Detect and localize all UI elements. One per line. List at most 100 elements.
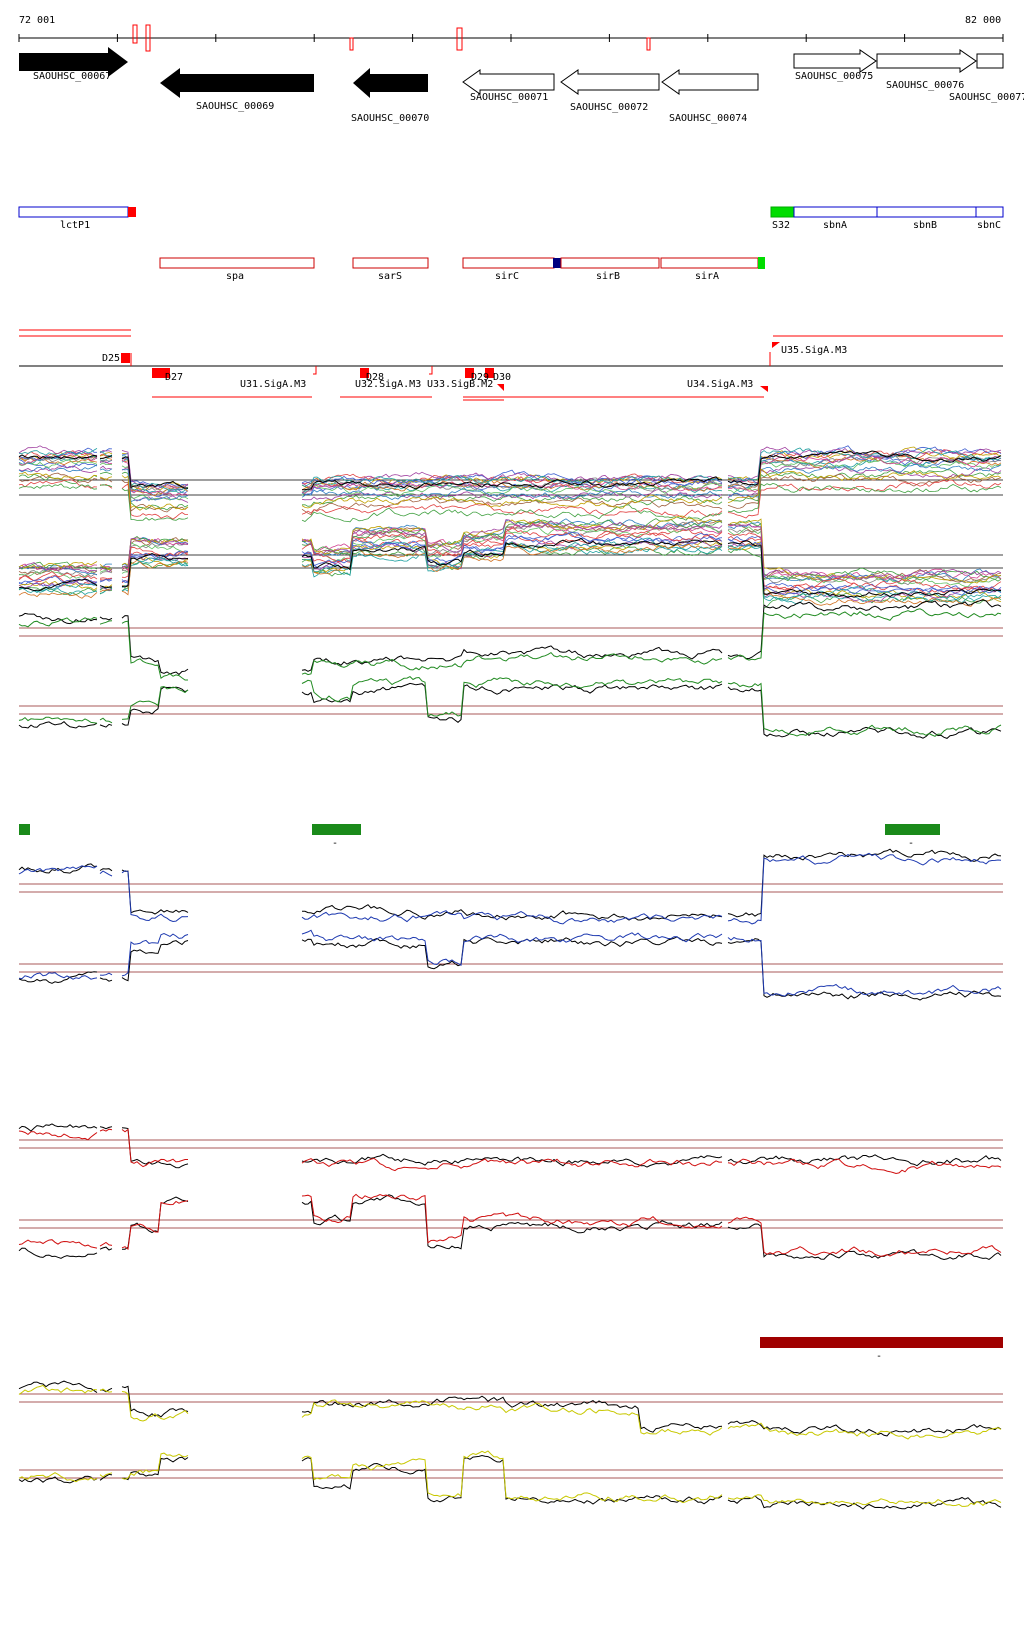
operon-sarS[interactable]: [352, 257, 429, 269]
ruler-ticks: [18, 34, 1004, 42]
operon-label: sbnA: [823, 220, 847, 231]
coordinate-ruler: 72 001 82 000: [18, 15, 1004, 52]
expression-trace: [18, 519, 1002, 581]
expression-trace: [18, 848, 1002, 921]
region-marker: -: [876, 1351, 882, 1362]
expression-trace: [18, 936, 1002, 1001]
gene-label: SAOUHSC_00067: [33, 71, 111, 82]
operon-label: sirB: [596, 271, 620, 282]
expression-trace: [18, 524, 1002, 588]
expression-trace: [18, 1194, 1002, 1261]
expression-trace: [18, 1450, 1002, 1507]
expression-trace: [18, 852, 1002, 925]
gene-label: SAOUHSC_00076: [886, 80, 964, 91]
operon-sbnB[interactable]: [876, 206, 977, 218]
operon-track: lctP1 S32 sbnA sbnB sbnC spa sarS sirC s…: [18, 206, 1004, 282]
promoter-flag-icon: [121, 342, 780, 392]
operon-label: sirA: [695, 271, 719, 282]
promoter-label: U31.SigA.M3: [240, 379, 306, 390]
expression-trace: [18, 1123, 1002, 1169]
operon-sirC[interactable]: [462, 257, 555, 269]
region-bar-row-2: -: [760, 1337, 1003, 1362]
region-bar[interactable]: [885, 824, 940, 835]
gene-label: SAOUHSC_00070: [351, 113, 429, 124]
promoter-label: D29: [471, 372, 489, 383]
gene-arrow-00071[interactable]: [462, 69, 555, 95]
region-bar[interactable]: [760, 1337, 1003, 1348]
expression-trace: [18, 1454, 1002, 1510]
gene-arrow-00067[interactable]: [19, 47, 128, 77]
gene-track: SAOUHSC_00067 SAOUHSC_00069 SAOUHSC_0007…: [19, 47, 1024, 124]
operon-lctP1[interactable]: [18, 206, 129, 218]
expression-trace: [18, 542, 1002, 607]
region-marker: -: [908, 838, 914, 849]
expression-track-blue: [18, 848, 1003, 1001]
expression-trace: [18, 468, 1002, 511]
expression-trace: [18, 464, 1002, 503]
gene-label: SAOUHSC_00074: [669, 113, 747, 124]
operon-label: sarS: [378, 271, 402, 282]
expression-trace: [18, 1128, 1002, 1175]
promoter-track: D25 D27 U31.SigA.M3 D28 U32.SigA.M3 U33.…: [19, 329, 1003, 401]
expression-trace: [18, 518, 1002, 582]
expression-trace: [18, 479, 1002, 520]
operon-sirA[interactable]: [660, 257, 759, 269]
expression-trace: [18, 463, 1002, 503]
expression-trace: [18, 454, 1002, 495]
expression-trace: [18, 482, 1002, 523]
promoter-label: D25: [102, 353, 120, 364]
gene-arrow-00072[interactable]: [560, 69, 660, 95]
promoter-label: D27: [165, 372, 183, 383]
expression-trace: [18, 1380, 1002, 1437]
expression-trace: [18, 599, 1002, 676]
expression-trace: [18, 472, 1002, 516]
operon-spa[interactable]: [159, 257, 315, 269]
expression-trace: [18, 1384, 1002, 1440]
ruler-start-label: 72 001: [19, 15, 55, 26]
operon-label: lctP1: [60, 220, 90, 231]
promoter-label: U32.SigA.M3: [355, 379, 421, 390]
expression-trace: [18, 447, 1002, 491]
expression-track-multicolor: [18, 445, 1003, 609]
operon-label: spa: [226, 271, 244, 282]
region-bar[interactable]: [312, 824, 361, 835]
gene-arrow-00074[interactable]: [661, 69, 759, 95]
promoter-label: D28: [366, 372, 384, 383]
region-bar[interactable]: [19, 824, 30, 835]
expression-trace: [18, 531, 1002, 596]
expression-trace: [18, 1193, 1002, 1257]
operon-label: sirC: [495, 271, 519, 282]
expression-trace: [18, 453, 1002, 495]
gene-label: SAOUHSC_00069: [196, 101, 274, 112]
gene-label: SAOUHSC_00075: [795, 71, 873, 82]
promoter-label: U35.SigA.M3: [781, 345, 847, 356]
expression-trace: [18, 445, 1002, 491]
expression-trace: [18, 537, 1002, 602]
gene-label: SAOUHSC_00077: [949, 92, 1024, 103]
gene-arrow-00069[interactable]: [160, 68, 314, 98]
expression-trace: [18, 455, 1002, 498]
gene-arrow-00076[interactable]: [876, 49, 977, 73]
operon-sbnA[interactable]: [793, 206, 878, 218]
gene-arrow-00075[interactable]: [793, 49, 877, 73]
expression-trace: [18, 608, 1002, 681]
expression-trace: [18, 537, 1002, 598]
operon-sbnC[interactable]: [975, 206, 1004, 218]
gene-arrow-00070[interactable]: [353, 68, 428, 98]
gene-label: SAOUHSC_00071: [470, 92, 548, 103]
operon-label: sbnC: [977, 220, 1001, 231]
expression-trace: [18, 675, 1002, 737]
expression-trace: [18, 450, 1002, 491]
expression-track-yellow: [18, 1380, 1003, 1510]
promoter-label: U34.SigA.M3: [687, 379, 753, 390]
operon-label: sbnB: [913, 220, 937, 231]
operon-sirB[interactable]: [560, 257, 660, 269]
gene-arrow-00077[interactable]: [976, 53, 1004, 69]
promoter-label: U33.SigB.M2: [427, 379, 493, 390]
expression-track-green: [18, 599, 1003, 739]
expression-track-red: [18, 1123, 1003, 1261]
ruler-feature-marks: [132, 24, 651, 52]
region-marker: -: [332, 838, 338, 849]
expression-trace: [18, 459, 1002, 501]
